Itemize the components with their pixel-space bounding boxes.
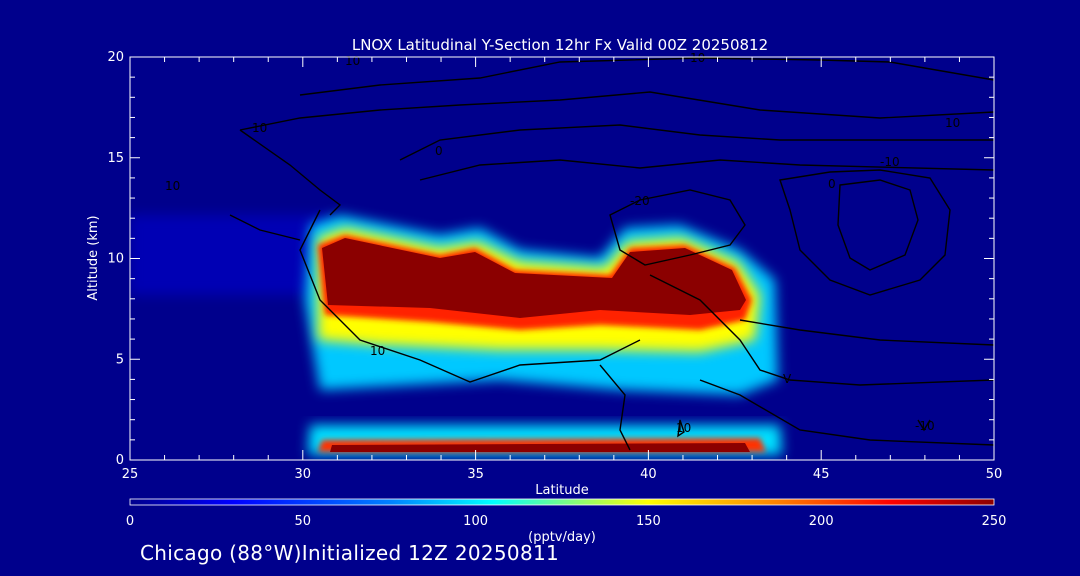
- colorbar-tick-label: 250: [982, 514, 1007, 529]
- x-tick-label: 30: [295, 467, 312, 482]
- colorbar-tick-label: 150: [636, 514, 661, 529]
- colorbar-tick-label: 0: [126, 514, 134, 529]
- contour-label: 10: [690, 51, 705, 65]
- x-tick-label: 35: [467, 467, 484, 482]
- colorbar-tick-label: 100: [463, 514, 488, 529]
- contour-label: V: [783, 372, 792, 386]
- y-tick-label: 20: [107, 50, 124, 65]
- colorbar-tick-label: 200: [809, 514, 834, 529]
- contour-label: 10: [252, 121, 267, 135]
- x-axis: 25 30 35 40 45 50: [122, 57, 1003, 482]
- y-axis-label: Altitude (km): [86, 215, 101, 300]
- contour-label: 10: [945, 116, 960, 130]
- chart-title: LNOX Latitudinal Y-Section 12hr Fx Valid…: [352, 36, 768, 54]
- contour-label: 10: [165, 179, 180, 193]
- colorbar-ticks: 0 50 100 150 200 250: [126, 514, 1007, 529]
- colorbar-tick-label: 50: [295, 514, 312, 529]
- y-tick-label: 5: [116, 352, 124, 367]
- y-tick-label: 0: [116, 453, 124, 468]
- colorbar: [129, 498, 995, 506]
- colorbar-label: (pptv/day): [528, 530, 596, 545]
- x-axis-label: Latitude: [535, 483, 589, 498]
- heatmap-field: [130, 215, 782, 455]
- contour-label: 0: [435, 144, 443, 158]
- contour-label: -10: [915, 419, 935, 433]
- y-tick-label: 10: [107, 252, 124, 267]
- contour-label-group: 10 10 10 10 0 -10 10 0 -20 10 V 10 -10: [165, 51, 960, 435]
- contour-label: -10: [880, 155, 900, 169]
- contour-label: 0: [828, 177, 836, 191]
- initialization-caption: Chicago (88°W)Initialized 12Z 20250811: [140, 541, 560, 565]
- y-axis: 0 5 10 15 20: [107, 50, 994, 468]
- contour-label: -20: [630, 194, 650, 208]
- y-tick-label: 15: [107, 151, 124, 166]
- x-tick-label: 40: [640, 467, 657, 482]
- x-tick-label: 50: [986, 467, 1003, 482]
- contour-label: 10: [370, 344, 385, 358]
- x-tick-label: 45: [813, 467, 830, 482]
- contour-lines: [229, 57, 994, 451]
- x-tick-label: 25: [122, 467, 139, 482]
- contour-label: 10: [345, 54, 360, 68]
- contour-label: 10: [676, 421, 691, 435]
